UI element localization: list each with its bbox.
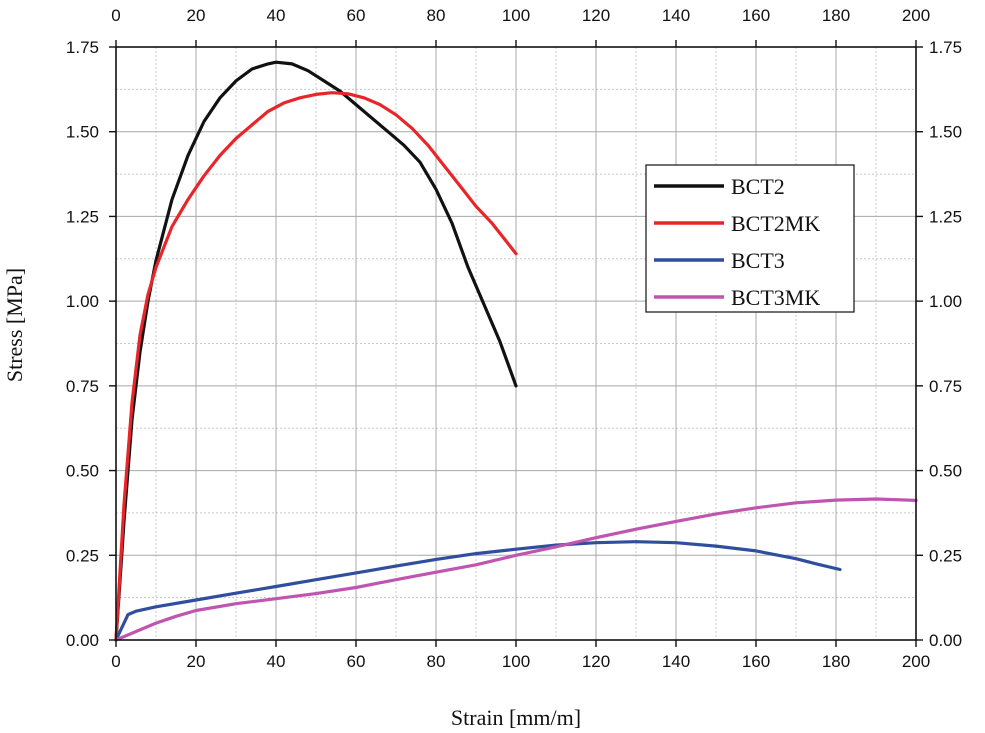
- y-tick-label-left: 1.50: [66, 123, 99, 142]
- legend-label-bct2: BCT2: [731, 174, 785, 199]
- x-tick-label-bottom: 160: [742, 652, 770, 671]
- y-tick-label-right: 1.75: [929, 38, 962, 57]
- legend-label-bct2mk: BCT2MK: [731, 211, 820, 236]
- y-tick-label-left: 1.75: [66, 38, 99, 57]
- x-tick-label-top: 140: [662, 6, 690, 25]
- x-tick-label-top: 60: [347, 6, 366, 25]
- y-tick-label-left: 0.25: [66, 546, 99, 565]
- y-tick-label-left: 1.00: [66, 292, 99, 311]
- series-layer: [114, 60, 918, 642]
- y-tick-label-right: 0.75: [929, 377, 962, 396]
- series-line-bct2mk: [114, 91, 518, 642]
- y-tick-label-right: 1.00: [929, 292, 962, 311]
- ticks: [109, 40, 923, 647]
- x-tick-label-bottom: 180: [822, 652, 850, 671]
- x-tick-label-top: 160: [742, 6, 770, 25]
- y-tick-label-left: 1.25: [66, 207, 99, 226]
- legend-label-bct3: BCT3: [731, 248, 785, 273]
- x-tick-label-bottom: 40: [267, 652, 286, 671]
- y-tick-label-right: 1.25: [929, 207, 962, 226]
- y-tick-label-right: 0.50: [929, 462, 962, 481]
- legend-box: [645, 164, 855, 313]
- x-axis-title: Strain [mm/m]: [451, 705, 581, 730]
- x-tick-label-bottom: 80: [427, 652, 446, 671]
- x-tick-label-bottom: 120: [582, 652, 610, 671]
- x-tick-label-top: 20: [187, 6, 206, 25]
- series-line-bct3: [114, 540, 842, 642]
- y-tick-label-right: 0.00: [929, 631, 962, 650]
- y-tick-label-right: 1.50: [929, 123, 962, 142]
- legend-label-bct3mk: BCT3MK: [731, 285, 820, 310]
- x-tick-label-top: 0: [111, 6, 120, 25]
- x-tick-label-top: 120: [582, 6, 610, 25]
- y-tick-label-right: 0.25: [929, 546, 962, 565]
- y-axis-title: Stress [MPa]: [2, 268, 27, 382]
- x-tick-label-bottom: 20: [187, 652, 206, 671]
- tick-labels: 0 0 20 20 40 40 60 60 80 80 100 100 120 120 140 140 160 1…: [66, 6, 962, 671]
- x-tick-label-bottom: 200: [902, 652, 930, 671]
- grid: [116, 47, 916, 640]
- y-tick-label-left: 0.75: [66, 377, 99, 396]
- x-tick-label-top: 40: [267, 6, 286, 25]
- series-line-bct3mk: [114, 497, 918, 642]
- x-tick-label-bottom: 100: [502, 652, 530, 671]
- x-tick-label-top: 100: [502, 6, 530, 25]
- legend: BCT2 BCT2MK BCT3 BCT3MK: [645, 164, 855, 313]
- x-tick-label-bottom: 0: [111, 652, 120, 671]
- x-tick-label-top: 200: [902, 6, 930, 25]
- x-tick-label-top: 80: [427, 6, 446, 25]
- x-tick-label-top: 180: [822, 6, 850, 25]
- x-tick-label-bottom: 60: [347, 652, 366, 671]
- y-tick-label-left: 0.00: [66, 631, 99, 650]
- y-tick-label-left: 0.50: [66, 462, 99, 481]
- x-tick-label-bottom: 140: [662, 652, 690, 671]
